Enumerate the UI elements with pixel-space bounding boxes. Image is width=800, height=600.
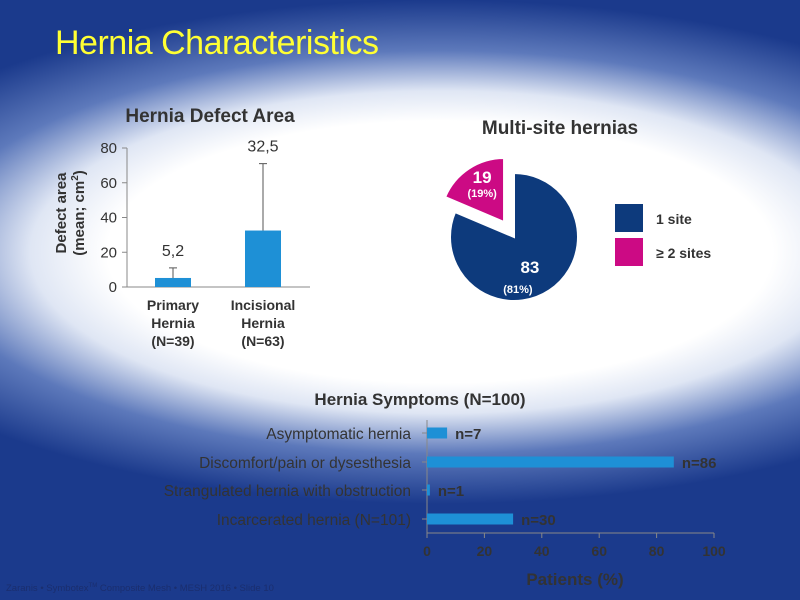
symptom-value-label: n=7: [455, 426, 481, 443]
defect-y-tick-label: 0: [109, 279, 117, 296]
symptom-bar: [427, 427, 448, 439]
symptom-bar: [427, 484, 430, 496]
defect-y-axis-label-unit: (mean; cm2): [70, 170, 88, 256]
defect-bar: [155, 277, 191, 287]
defect-y-tick-label: 20: [100, 244, 117, 261]
pie-legend-label: ≥ 2 sites: [656, 245, 711, 261]
symptom-category-label: Discomfort/pain or dysesthesia: [199, 455, 411, 472]
symptom-x-tick-label: 40: [534, 543, 550, 559]
pie-legend-swatch: [615, 204, 643, 232]
symptom-value-label: n=30: [521, 512, 556, 529]
symptom-x-tick-label: 20: [477, 543, 493, 559]
symptom-value-label: n=86: [682, 455, 717, 472]
defect-y-tick-label: 80: [100, 140, 117, 157]
defect-y-tick-label: 60: [100, 175, 117, 192]
defect-category-label: Hernia: [241, 315, 285, 331]
pie-chart-title: Multi-site hernias: [482, 118, 638, 139]
symptom-bar: [427, 513, 514, 525]
symptom-x-tick-label: 0: [423, 543, 431, 559]
symptom-x-tick-label: 80: [649, 543, 665, 559]
symptom-x-tick-label: 60: [591, 543, 607, 559]
symptoms-x-axis-label: Patients (%): [526, 570, 623, 589]
defect-category-label: Hernia: [151, 315, 195, 331]
pie-legend-swatch: [615, 238, 643, 266]
pie-value-label: 83: [520, 258, 539, 277]
pie-value-label: 19: [473, 168, 492, 187]
symptom-value-label: n=1: [438, 483, 464, 500]
pie-legend-label: 1 site: [656, 211, 692, 227]
pie-slice: [443, 156, 506, 224]
slide-title: Hernia Characteristics: [55, 24, 379, 62]
defect-category-label: Primary: [147, 297, 199, 313]
symptom-category-label: Incarcerated hernia (N=101): [217, 512, 411, 529]
symptom-category-label: Strangulated hernia with obstruction: [164, 483, 411, 500]
defect-value-label: 32,5: [247, 139, 278, 156]
defect-chart-title: Hernia Defect Area: [125, 106, 295, 127]
pie-percent-label: (81%): [503, 284, 533, 296]
symptom-category-label: Asymptomatic hernia: [266, 426, 411, 443]
slide-footer: Zaranis • SymbotexTM Composite Mesh • ME…: [6, 583, 274, 595]
symptoms-chart-title: Hernia Symptoms (N=100): [314, 390, 525, 409]
defect-value-label: 5,2: [162, 243, 184, 260]
pie-percent-label: (19%): [467, 188, 497, 200]
defect-category-label: (N=39): [151, 333, 194, 349]
defect-bar: [245, 230, 281, 287]
symptom-x-tick-label: 100: [702, 543, 726, 559]
defect-y-tick-label: 40: [100, 210, 117, 227]
defect-category-label: Incisional: [231, 297, 296, 313]
symptom-bar: [427, 456, 674, 468]
defect-y-axis-label: Defect area: [53, 172, 70, 254]
pie-slice: [449, 171, 579, 302]
defect-category-label: (N=63): [241, 333, 284, 349]
